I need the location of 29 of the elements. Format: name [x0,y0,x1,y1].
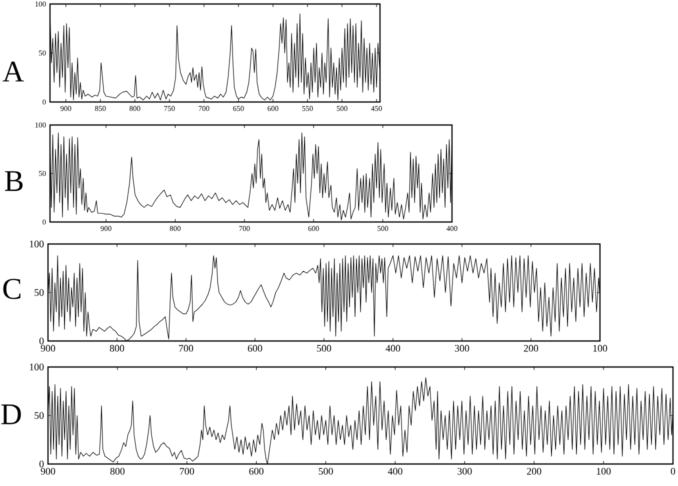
y-tick-label: 0 [39,460,44,468]
y-tick-label: 50 [34,412,44,419]
x-tick-label: 500 [317,344,332,352]
x-tick-label: 300 [458,468,472,475]
y-tick-label: 50 [34,289,44,296]
x-tick-label: 500 [318,468,333,475]
x-tick-label: 100 [596,468,611,475]
y-tick-label: 0 [39,338,44,344]
x-tick-label: 100 [593,344,608,352]
text: C [3,278,20,299]
text: D [1,404,21,424]
x-tick-label: 800 [110,344,124,352]
y-tick-label: 100 [30,240,44,248]
x-tick-label: 400 [388,468,402,475]
x-tick-label: 200 [527,468,542,475]
x-tick-label: 400 [386,344,400,352]
text: B [4,171,23,191]
x-tick-label: 300 [454,344,470,352]
x-tick-label: 900 [40,468,56,475]
x-tick-label: 800 [110,468,125,475]
x-tick-label: 600 [248,344,262,352]
x-tick-label: 900 [40,344,56,352]
text: A [2,62,24,82]
x-tick-label: 0 [670,468,676,475]
x-tick-label: 700 [180,468,194,475]
x-tick-label: 200 [524,344,538,352]
x-tick-label: 600 [249,468,264,475]
x-tick-label: 700 [179,344,194,352]
y-tick-label: 100 [30,364,44,370]
